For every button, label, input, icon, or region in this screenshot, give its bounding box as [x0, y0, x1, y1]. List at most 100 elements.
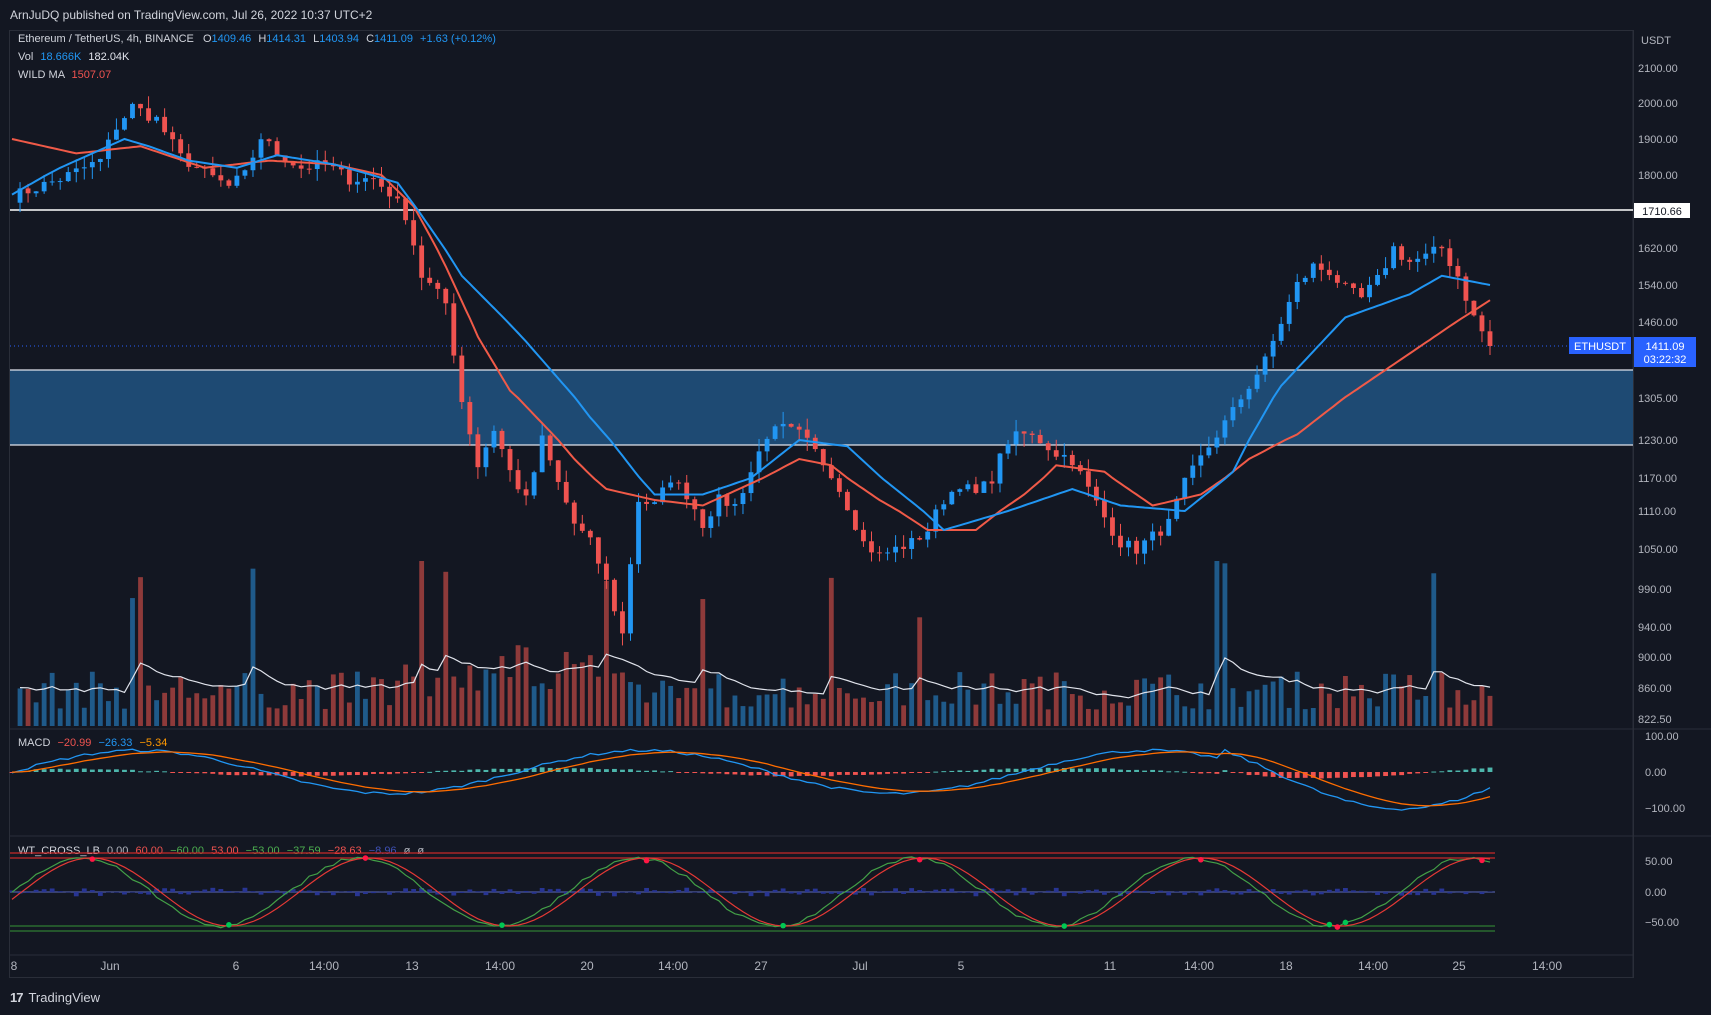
price-tick-label: 1460.00	[1638, 317, 1678, 329]
candle-body	[266, 139, 272, 142]
volume-bar	[1415, 699, 1421, 726]
price-tick-label: 900.00	[1638, 652, 1672, 664]
time-axis[interactable]: 8 Jun 6 14:00 13 14:00 20 14:00 27 Jul 5 11 14:00 18 1…	[11, 959, 1563, 973]
volume-bar	[1118, 702, 1123, 726]
wt-area-bar	[1439, 888, 1445, 892]
macd-hist-bar	[1343, 772, 1348, 778]
macd-legend[interactable]: MACD −20.99 −26.33 −5.34	[18, 737, 167, 749]
macd-hist-bar	[973, 769, 979, 772]
macd-hist-bar	[1278, 772, 1284, 778]
price-tick-label: 1170.00	[1638, 473, 1677, 485]
candle-body	[732, 504, 738, 506]
wt-area-bar	[41, 889, 47, 892]
volume-bar	[403, 664, 409, 726]
volume-bar	[1286, 707, 1292, 726]
macd-hist-bar	[1423, 772, 1429, 773]
wt-area-bar	[130, 892, 135, 893]
candle-body	[595, 537, 601, 564]
macd-hist-bar	[507, 768, 513, 772]
wt-area-bar	[1134, 890, 1139, 892]
macd-tick-label: −100.00	[1645, 803, 1685, 815]
wt-area-bar	[1102, 892, 1107, 895]
macd-hist-bar	[965, 770, 971, 772]
volume-bar	[427, 696, 433, 726]
wt-area-bar	[612, 892, 617, 897]
candle-body	[274, 141, 280, 156]
candle-body	[628, 564, 633, 634]
support-zone	[10, 370, 1633, 445]
candle-body	[1343, 282, 1348, 284]
candle-body	[1198, 455, 1204, 466]
wt-area-bar	[483, 892, 489, 896]
wt-cross-dot	[1198, 856, 1204, 863]
wt-area-bar	[620, 892, 625, 893]
candle-body	[740, 493, 746, 505]
volume-bar	[1005, 692, 1011, 726]
volume-bar	[1326, 693, 1332, 726]
volume-bar	[314, 685, 320, 726]
volume-bar	[820, 698, 826, 726]
tradingview-footer[interactable]: 17 TradingView	[10, 990, 100, 1005]
candle-body	[724, 494, 730, 506]
candle-body	[379, 178, 384, 187]
price-axis[interactable]: 2100.00 2000.00 1900.00 1800.00 1620.00 1540.…	[1638, 35, 1678, 726]
wt-area-bar	[186, 892, 192, 895]
volume-bar	[97, 683, 103, 726]
wt-area-bar	[250, 891, 256, 892]
wt-legend[interactable]: WT_CROSS_LB 0.00 60.00 −60.00 53.00 −53.…	[18, 845, 424, 857]
candle-body	[636, 501, 641, 565]
wt-area-bar	[1286, 892, 1292, 895]
volume-bar	[435, 677, 441, 726]
candle-body	[242, 170, 248, 176]
macd-hist-bar	[1431, 771, 1437, 773]
volume-bar	[604, 580, 609, 726]
candle-body	[1310, 263, 1316, 278]
volume-bar	[1270, 681, 1276, 726]
time-tick-label: 8	[11, 959, 18, 973]
candle-body	[146, 108, 151, 121]
macd-hist-bar	[1230, 772, 1236, 773]
volume-bar	[395, 680, 400, 726]
macd-axis: 100.00 0.00 −100.00	[1645, 731, 1685, 815]
volume-bar	[708, 688, 714, 726]
macd-hist-bar	[363, 772, 368, 776]
macd-hist-bar	[403, 772, 409, 774]
volume-bar	[1142, 678, 1148, 726]
macd-hist-bar	[1077, 768, 1083, 772]
volume-bar	[684, 687, 690, 726]
volume-legend[interactable]: Vol 18.666K 182.04K	[18, 51, 129, 63]
symbol-legend[interactable]: Ethereum / TetherUS, 4h, BINANCE O1409.4…	[18, 33, 496, 45]
volume-bar	[81, 707, 87, 726]
candle-body	[467, 402, 473, 435]
volume-bar	[861, 697, 866, 726]
macd-hist-bar	[435, 770, 441, 772]
macd-hist-bar	[756, 772, 762, 775]
volume-bar	[274, 708, 280, 726]
macd-hist-bar	[306, 772, 312, 776]
candle-body	[981, 481, 987, 493]
candle-body	[435, 282, 441, 289]
ma-legend[interactable]: WILD MA 1507.07	[18, 69, 111, 81]
macd-hist-bar	[1005, 768, 1011, 772]
macd-hist-bar	[1198, 772, 1204, 774]
wt-cross-dot	[226, 922, 232, 928]
volume-bar	[917, 617, 923, 726]
volume-bar	[1093, 709, 1099, 726]
time-tick-label: 14:00	[1358, 959, 1388, 973]
volume-bar	[467, 665, 473, 726]
volume-bar	[804, 704, 810, 726]
wt-area-bar	[122, 892, 127, 895]
wt-area-bar	[330, 892, 336, 896]
volume-bar	[1302, 709, 1308, 726]
candle-body	[1375, 274, 1380, 285]
wt-area-bar	[1230, 892, 1236, 895]
candle-body	[33, 191, 39, 194]
wt-area-bar	[419, 887, 425, 892]
macd-hist-bar	[893, 772, 898, 774]
volume-bar	[170, 687, 176, 726]
wt-area-bar	[828, 892, 834, 894]
macd-hist-bar	[828, 772, 834, 777]
symbol-tag[interactable]	[1569, 337, 1631, 354]
macd-hist-bar	[499, 768, 505, 772]
